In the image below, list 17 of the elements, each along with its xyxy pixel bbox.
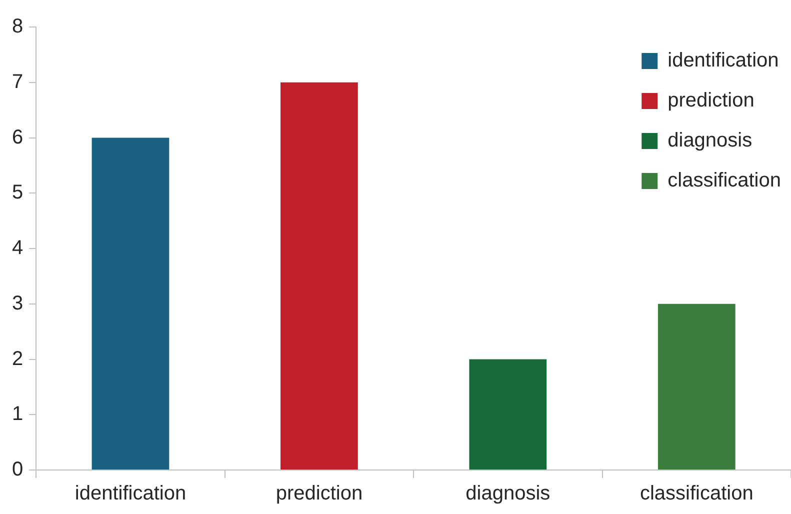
y-tick-label: 8	[12, 16, 24, 38]
y-tick-label: 2	[12, 348, 24, 370]
x-tick-label: identification	[74, 482, 186, 505]
legend-label: identification	[668, 50, 779, 72]
y-tick-label: 3	[12, 292, 24, 314]
y-tick-label: 0	[12, 458, 24, 481]
y-tick-label: 6	[12, 126, 24, 148]
x-tick-label: classification	[640, 482, 754, 505]
y-tick-label: 7	[12, 70, 24, 93]
x-tick-label: prediction	[276, 482, 363, 505]
legend-label: diagnosis	[668, 130, 752, 152]
x-tick-label: diagnosis	[466, 482, 550, 505]
legend-label: prediction	[668, 90, 754, 112]
y-tick-label: 5	[12, 182, 24, 204]
y-tick-label: 1	[12, 403, 24, 426]
y-tick-label: 4	[12, 237, 24, 260]
legend-label: classification	[668, 170, 782, 192]
